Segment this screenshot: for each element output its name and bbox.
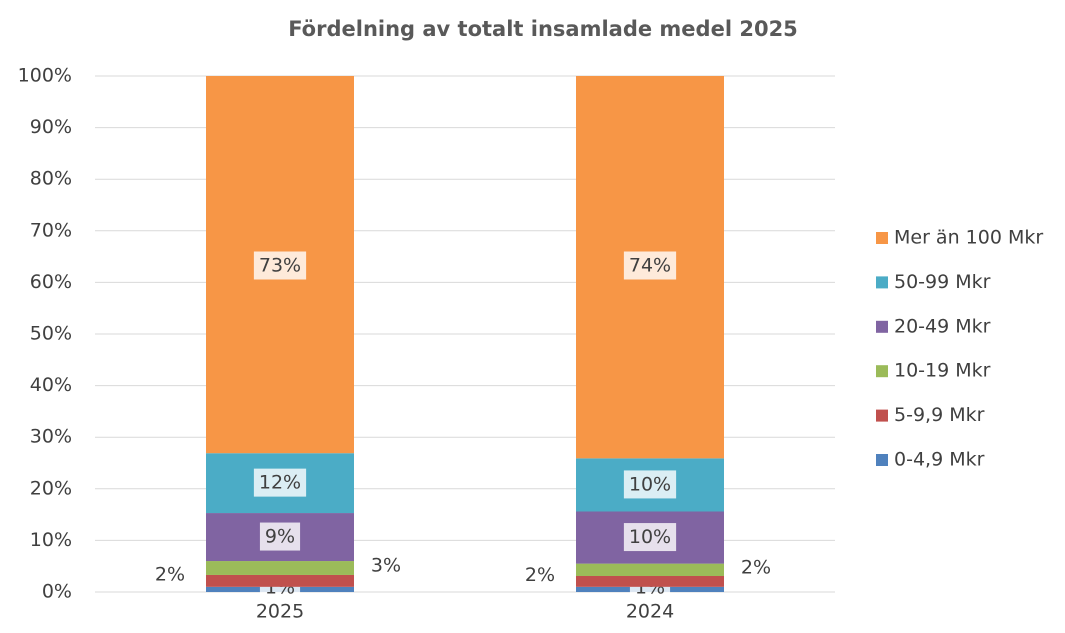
x-tick-label: 2024 <box>626 601 674 623</box>
y-tick-label: 60% <box>30 271 72 293</box>
data-label-box <box>623 470 677 499</box>
legend-label: Mer än 100 Mkr <box>894 227 1043 249</box>
y-tick-label: 10% <box>30 529 72 551</box>
bar-segment <box>206 574 354 587</box>
chart-title: Fördelning av totalt insamlade medel 202… <box>288 17 798 41</box>
data-label: 2% <box>155 563 185 585</box>
legend-label: 5-9,9 Mkr <box>894 404 985 426</box>
data-label: 74% <box>629 255 671 277</box>
y-tick-label: 50% <box>30 323 72 345</box>
bar-segment <box>576 576 724 587</box>
y-tick-label: 80% <box>30 168 72 190</box>
y-tick-label: 40% <box>30 374 72 396</box>
data-label: 73% <box>259 255 301 277</box>
y-tick-label: 100% <box>18 65 72 87</box>
y-tick-label: 90% <box>30 116 72 138</box>
legend-swatch <box>876 365 888 378</box>
legend-swatch <box>876 320 888 333</box>
data-label-box <box>623 523 677 552</box>
legend-label: 50-99 Mkr <box>894 271 991 293</box>
data-label-box <box>253 468 307 497</box>
data-label: 3% <box>371 555 401 577</box>
legend-swatch <box>876 276 888 289</box>
legend-label: 10-19 Mkr <box>894 360 991 382</box>
data-label: 10% <box>629 526 671 548</box>
y-tick-label: 70% <box>30 219 72 241</box>
x-tick-label: 2025 <box>256 601 304 623</box>
legend-swatch <box>876 454 888 466</box>
bar-segment <box>576 563 724 577</box>
data-label-box <box>623 251 677 280</box>
legend-label: 20-49 Mkr <box>894 315 991 337</box>
data-label: 9% <box>265 526 295 548</box>
legend-label: 0-4,9 Mkr <box>894 449 985 471</box>
data-label: 10% <box>629 473 671 495</box>
y-tick-label: 20% <box>30 477 72 499</box>
data-label-box <box>253 251 307 280</box>
data-label-box <box>259 522 301 551</box>
data-label: 12% <box>259 472 301 494</box>
bar-segment <box>206 561 354 575</box>
data-label: 2% <box>741 556 771 578</box>
data-label: 2% <box>525 564 555 586</box>
legend-swatch <box>876 232 888 244</box>
y-tick-label: 30% <box>30 426 72 448</box>
y-tick-label: 0% <box>42 581 72 603</box>
legend-swatch <box>876 409 888 422</box>
